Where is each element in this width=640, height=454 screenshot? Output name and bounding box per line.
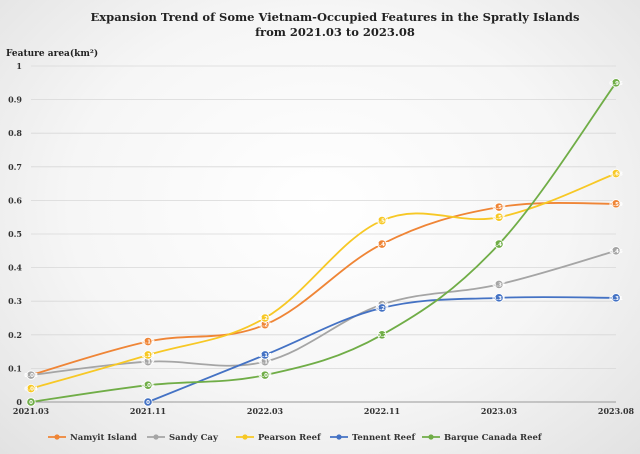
data-label-sandy-cay: 0.12 [258,360,272,366]
chart-subtitle: from 2021.03 to 2023.08 [255,25,415,39]
data-point-barque-canada-reef [611,78,621,88]
y-tick-label: 0.2 [8,330,22,340]
data-label-sandy-cay: 0.45 [609,249,623,255]
y-tick-label: 0.7 [8,162,22,172]
data-label-barque-canada-reef: 0.08 [258,373,272,379]
y-tick-label: 0.9 [8,95,22,105]
series-line-pearson-reef [30,172,617,390]
y-tick-label: 0.3 [8,296,22,306]
data-label-pearson-reef: 0.14 [141,353,155,359]
legend-label-barque-canada-reef: Barque Canada Reef [444,433,543,443]
data-point-tennent-reef [494,293,504,303]
data-label-namyit-island: 0.59 [609,202,623,208]
y-tick-label: 1 [16,61,22,71]
legend-marker-namyit-island [54,434,60,440]
data-point-namyit-island [494,202,504,212]
legend: Namyit Island Sandy Cay Pearson Reef Tennen… [48,433,543,443]
data-point-tennent-reef [611,293,621,303]
x-tick-labels: 2021.03 2021.11 2022.03 2022.11 2023.03 2023.… [13,406,635,416]
data-point-tennent-reef [143,397,153,407]
legend-marker-pearson-reef [242,434,248,440]
data-point-sandy-cay [26,370,36,380]
data-point-pearson-reef [494,212,504,222]
legend-label-tennent-reef: Tennent Reef [352,433,416,443]
series-line-namyit-island [30,202,617,376]
data-label-sandy-cay: 0.08 [24,373,38,379]
data-label-tennent-reef: 0 [146,400,150,406]
data-point-namyit-island [611,199,621,209]
x-tick-label: 2023.03 [481,406,518,416]
data-label-barque-canada-reef: 0.05 [141,383,155,389]
data-label-barque-canada-reef: 0.95 [609,81,623,87]
legend-marker-sandy-cay [153,434,159,440]
data-label-sandy-cay: 0.12 [141,360,155,366]
data-label-namyit-island: 0.47 [375,242,389,248]
x-tick-label: 2022.03 [247,406,284,416]
data-point-barque-canada-reef [377,330,387,340]
data-label-namyit-island: 0.18 [141,340,155,346]
gridlines [31,65,616,403]
data-point-barque-canada-reef [143,380,153,390]
data-label-pearson-reef: 0.25 [258,316,272,322]
data-label-pearson-reef: 0.54 [375,219,389,225]
data-label-tennent-reef: 0.14 [258,353,272,359]
data-point-namyit-island [377,239,387,249]
data-label-barque-canada-reef: 0.2 [377,333,387,339]
series-line-barque-canada-reef [30,82,617,403]
data-point-tennent-reef [260,350,270,360]
data-point-pearson-reef [611,168,621,179]
data-label-barque-canada-reef: 0 [29,400,33,406]
legend-marker-barque-canada-reef [428,434,434,440]
data-point-pearson-reef [260,313,270,323]
y-tick-labels: 0 0.1 0.2 0.3 0.4 0.5 0.6 0.7 0.8 0.9 1 [8,61,22,407]
data-point-barque-canada-reef [26,397,36,407]
x-tick-label: 2021.11 [130,406,166,416]
y-tick-label: 0.5 [8,229,22,239]
data-label-tennent-reef: 0.28 [375,306,389,312]
data-point-pearson-reef [143,350,153,360]
data-point-pearson-reef [26,383,36,394]
data-point-sandy-cay [494,279,504,289]
data-point-tennent-reef [377,303,387,313]
y-tick-label: 0.1 [8,363,22,373]
data-label-pearson-reef: 0.55 [492,215,506,221]
y-axis-label: Feature area(km²) [6,48,98,59]
data-label-barque-canada-reef: 0.47 [492,242,506,248]
data-point-barque-canada-reef [260,370,270,380]
legend-marker-tennent-reef [336,434,342,440]
data-point-barque-canada-reef [494,239,504,249]
x-tick-label: 2021.03 [13,406,50,416]
data-label-tennent-reef: 0.31 [492,296,506,302]
y-tick-label: 0.4 [8,263,22,273]
chart-title: Expansion Trend of Some Vietnam-Occupied… [91,10,580,24]
y-tick-label: 0.6 [8,195,22,205]
data-point-sandy-cay [611,246,621,256]
x-tick-label: 2022.11 [364,406,400,416]
data-point-pearson-reef [377,215,387,226]
data-label-pearson-reef: 0.68 [609,172,623,178]
legend-label-namyit-island: Namyit Island [70,433,137,443]
y-tick-label: 0 [16,397,22,407]
series-markers: 0.080.180.230.470.580.590.080.120.120.29… [24,78,623,407]
x-tick-label: 2023.08 [598,406,635,416]
legend-label-pearson-reef: Pearson Reef [258,433,322,443]
data-label-sandy-cay: 0.35 [492,282,506,288]
series-line-tennent-reef [147,296,617,403]
data-label-namyit-island: 0.23 [258,323,272,329]
legend-label-sandy-cay: Sandy Cay [169,433,219,443]
data-point-namyit-island [143,336,153,347]
series-line-sandy-cay [30,249,617,377]
y-tick-label: 0.8 [8,128,22,138]
data-label-tennent-reef: 0.31 [609,296,623,302]
data-label-namyit-island: 0.58 [492,205,506,211]
series-lines [30,82,617,403]
data-label-pearson-reef: 0.04 [24,387,38,393]
